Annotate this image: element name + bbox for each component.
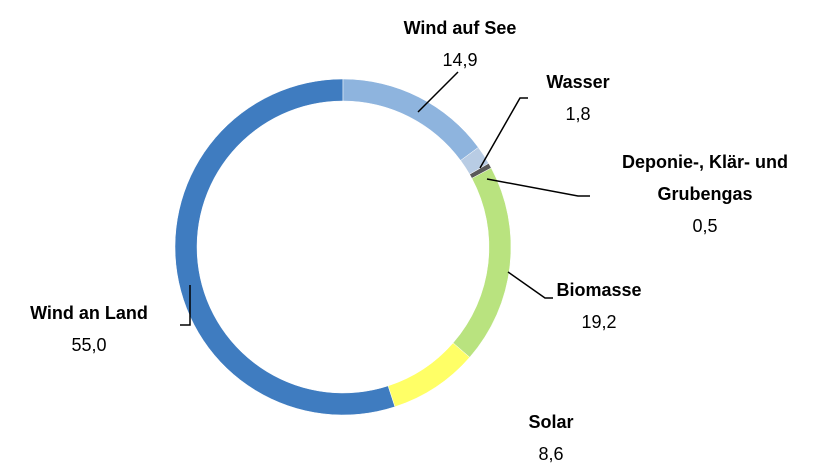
donut-segment: [387, 342, 471, 408]
value-label: 55,0: [71, 335, 107, 355]
category-label: Wind an Land: [30, 303, 148, 323]
data-label: Deponie-, Klär- und Grubengas 0,5: [600, 146, 810, 242]
value-label: 14,9: [442, 50, 478, 70]
leader-line: [417, 71, 459, 113]
category-label: Deponie-, Klär- und Grubengas: [622, 152, 788, 204]
leader-line: [486, 178, 590, 197]
leader-line: [479, 97, 528, 169]
donut-segment: [452, 167, 512, 358]
leader-line: [507, 271, 553, 299]
value-label: 0,5: [692, 216, 718, 236]
donut-segment: [174, 78, 396, 416]
data-label: Wasser 1,8: [473, 66, 683, 130]
donut-segment: [460, 147, 490, 175]
leader-lines: [180, 71, 590, 326]
value-label: 8,6: [538, 444, 564, 464]
donut-segment: [342, 78, 479, 161]
data-label: Solar 8,6: [446, 406, 656, 466]
leader-line: [180, 285, 191, 326]
value-label: 1,8: [565, 104, 591, 124]
category-label: Wasser: [546, 72, 610, 92]
donut-segment: [469, 162, 492, 179]
category-label: Biomasse: [556, 280, 642, 300]
data-label: Wind an Land 55,0: [0, 297, 194, 361]
data-label: Wind auf See 14,9: [355, 12, 565, 76]
category-label: Wind auf See: [403, 18, 517, 38]
value-label: 19,2: [581, 312, 617, 332]
data-label: Biomasse 19,2: [494, 274, 704, 338]
category-label: Solar: [528, 412, 574, 432]
